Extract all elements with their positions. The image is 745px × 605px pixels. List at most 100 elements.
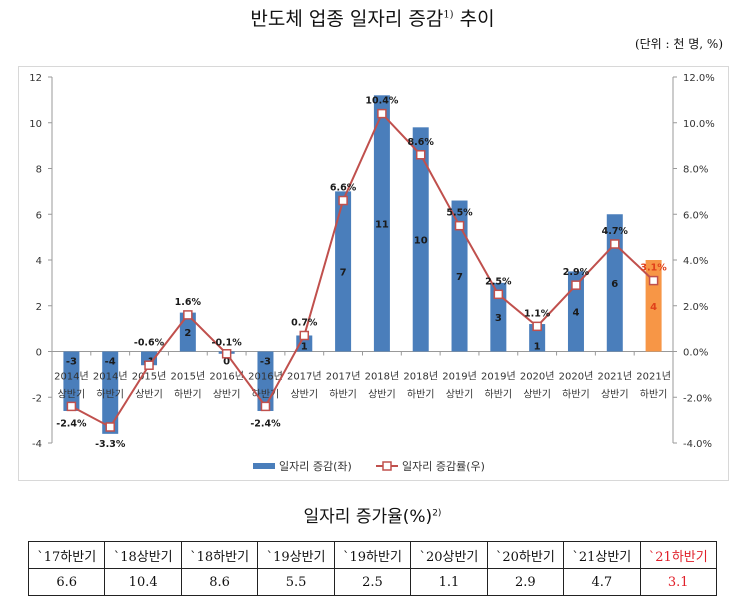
right-tick-label: -2.0% [683,393,712,404]
legend-bar-label: 일자리 증감(좌) [279,459,352,473]
rate-point-marker [610,239,620,249]
rate-point-marker [532,321,542,332]
table-value-cell: 4.7 [563,568,641,596]
bar-data-label: -3 [260,357,271,368]
category-label-year: 2015년 [171,371,206,383]
left-tick-label: 12 [29,73,42,84]
bar-data-label: 7 [456,272,463,283]
rate-data-label: 8.6% [408,137,435,148]
category-label-year: 2018년 [403,371,438,383]
table-value-row: 6.6 10.4 8.6 5.5 2.5 1.1 2.9 4.7 3.1 [27,568,717,596]
category-label-year: 2014년 [93,371,128,383]
left-tick-label: -2 [32,393,42,404]
rate-data-label: 5.5% [446,208,473,219]
title-text: 반도체 업종 일자리 증감 [250,8,444,30]
bar [257,351,274,411]
category-label-year: 2014년 [54,371,89,383]
rate-data-label: 1.1% [524,308,551,319]
left-tick-label: -4 [32,439,42,450]
table-header-cell: `20하반기 [486,541,565,569]
chart-frame [18,66,729,481]
rate-data-label: -2.4% [250,418,281,429]
left-tick-label: 8 [36,165,42,176]
category-label-half: 상반기 [601,389,629,401]
rate-point-marker [415,150,426,160]
category-label-half: 하반기 [407,388,435,401]
table-header-cell: `20상반기 [410,541,488,569]
table-header-row: `17하반기 `18상반기 `18하반기 `19상반기 `19하반기 `20상반기 `20하… [27,541,717,569]
category-label-half: 하반기 [485,388,513,401]
category-label-year: 2021년 [597,371,632,383]
rate-point-marker [66,401,77,412]
bar-data-label: 3 [495,313,502,324]
rate-data-label: -2.4% [56,418,87,429]
bar [373,95,390,352]
bar-data-label: 4 [650,302,657,313]
category-label-half: 상반기 [135,389,163,401]
category-label-year: 2020년 [520,371,555,383]
table-header-cell: `18상반기 [104,541,182,569]
category-label-year: 2019년 [442,371,477,383]
table-value-cell: 5.5 [257,568,335,596]
bar-data-label: 6 [611,279,618,290]
right-tick-label: -4.0% [683,439,712,450]
category-label-half: 상반기 [368,389,396,401]
rate-point-marker [105,422,115,432]
category-label-year: 2018년 [365,371,400,383]
bar-data-label: 2 [184,328,191,339]
rate-data-label: 2.5% [485,276,512,287]
rate-data-label: 10.4% [365,96,398,107]
category-label-half: 상반기 [446,389,474,401]
rate-point-marker [338,195,348,206]
category-label-year: 2019년 [481,371,516,383]
category-label-year: 2021년 [636,371,671,383]
rate-data-label: 4.7% [602,226,629,237]
legend-line-label: 일자리 증감률(우) [402,459,485,473]
bar-data-label: 7 [340,267,347,278]
bar [567,271,584,352]
rate-line [70,111,655,429]
right-tick-label: 10.0% [683,119,715,130]
rate-data-label: 6.6% [330,183,357,194]
category-label-year: 2020년 [559,371,594,383]
bar-data-label: 11 [375,219,389,230]
left-tick-label: 2 [36,302,42,313]
growth-rate-table: `17하반기 `18상반기 `18하반기 `19상반기 `19하반기 `20상반기 `20하… [27,541,717,596]
table-value-cell: 2.5 [333,568,412,596]
right-tick-label: 0.0% [683,348,708,359]
table-title-footnote: 2) [432,508,442,519]
table-title: 일자리 증가율(%)2) [0,502,745,527]
category-label-half: 하반기 [96,388,124,401]
rate-point-marker [454,220,465,231]
bar [102,351,119,434]
table-header-cell: `17하반기 [27,541,106,569]
category-label-half: 상반기 [290,389,318,401]
left-tick-label: 6 [36,210,42,221]
table-header-cell: `21상반기 [563,541,641,569]
combo-chart: -4-2024681012-4.0%-2.0%0.0%2.0%4.0%6.0%8… [29,73,715,473]
rate-data-label: -3.3% [95,439,126,450]
legend-line-marker [382,461,392,471]
category-label-year: 2016년 [209,371,244,383]
bar-data-label: 1 [301,342,308,353]
table-header-cell: `19상반기 [257,541,335,569]
bar [179,312,196,352]
rate-point-marker [144,360,154,370]
category-label-year: 2017년 [326,371,361,383]
unit-label: (단위 : 천 명, %) [634,37,723,51]
rate-point-marker [648,275,659,286]
bar-data-label: -4 [105,357,116,368]
right-tick-label: 2.0% [683,302,708,313]
table-value-cell: 2.9 [486,568,565,596]
bar [63,351,80,411]
bar-data-label: 1 [534,342,541,353]
rate-point-marker [299,330,310,341]
rate-data-label: 0.7% [291,317,318,328]
bar [490,282,507,352]
table-header-cell: `19하반기 [333,541,412,569]
rate-point-marker [221,349,232,359]
table-value-cell: 8.6 [180,568,259,596]
category-label-year: 2017년 [287,371,322,383]
bar [335,191,352,352]
left-tick-label: 0 [36,348,42,359]
